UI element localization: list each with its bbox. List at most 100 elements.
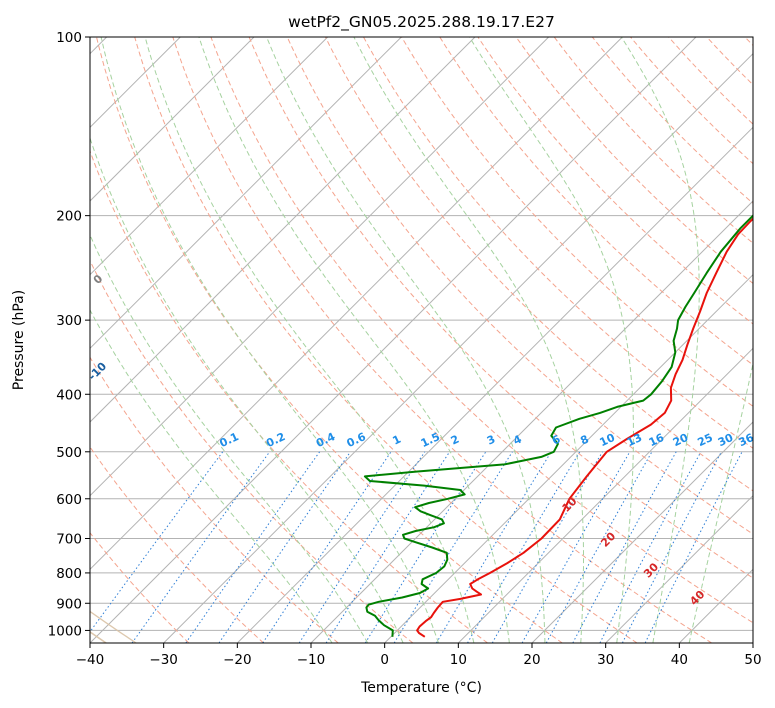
mixing-ratio-line <box>218 451 351 643</box>
x-tick-label: 30 <box>597 652 614 668</box>
isotherm-line <box>90 37 623 571</box>
mixing-ratio-line <box>491 451 603 643</box>
mixing-ratio-label: 20 <box>671 431 691 449</box>
plot-frame <box>89 36 754 644</box>
moist-adiabat <box>90 308 333 643</box>
x-tick-label: 10 <box>450 652 467 668</box>
mixing-ratio-line <box>435 451 552 643</box>
moist-adiabat <box>468 37 634 643</box>
isotherm-line <box>678 568 753 643</box>
mixing-ratio-label: 6 <box>550 432 563 447</box>
mixing-ratio-label: 36 <box>737 431 757 449</box>
x-tick-label: 20 <box>523 652 540 668</box>
moist-adiabat <box>90 233 369 643</box>
moist-adiabat <box>688 361 753 643</box>
mixing-ratio-line <box>545 451 653 643</box>
moist-adiabat <box>266 37 546 643</box>
mixing-ratio-label: 16 <box>647 431 667 449</box>
isotherm-line <box>605 494 753 643</box>
isotherm-line <box>384 273 753 643</box>
mixing-ratio-line <box>90 451 224 633</box>
mixing-ratio-line <box>521 451 631 643</box>
moist-adiabat <box>144 37 475 643</box>
mixing-ratio-line <box>393 451 513 643</box>
x-axis-label: Temperature (°C) <box>360 680 482 696</box>
mixing-ratio-line <box>572 451 677 643</box>
y-tick-label: 1000 <box>48 623 82 639</box>
x-tick-label: −20 <box>223 652 252 668</box>
isotherm-line <box>752 642 753 643</box>
mixing-ratio-line <box>599 451 702 643</box>
dry-adiabat <box>668 37 753 125</box>
x-tick-label: 0 <box>380 652 389 668</box>
mixing-ratio-label: 8 <box>578 433 590 448</box>
y-tick-label: 200 <box>56 209 82 225</box>
mixing-ratio-label: 4 <box>511 432 524 447</box>
dry-adiabat <box>172 37 712 643</box>
dry-adiabat <box>90 259 414 643</box>
isotherm-line <box>90 37 329 276</box>
y-axis-label: Pressure (hPa) <box>11 290 27 390</box>
mixing-ratio-line <box>185 451 321 643</box>
dry-adiabat <box>248 37 753 579</box>
isotherm-line <box>310 200 753 643</box>
dry-adiabat <box>744 37 753 47</box>
dry-adiabat <box>401 37 753 407</box>
moist-adiabat-label: 30 <box>641 560 661 580</box>
dry-adiabat <box>90 149 488 643</box>
dry-adiabat <box>210 37 753 624</box>
dry-adiabat <box>90 531 190 643</box>
y-tick-label: 300 <box>56 313 82 329</box>
moist-adiabat <box>100 37 439 643</box>
isotherm-line <box>90 37 255 202</box>
mixing-ratio-label: 3 <box>485 433 497 448</box>
moist-adiabat <box>353 37 584 643</box>
moist-adiabat <box>90 136 404 643</box>
x-tick-label: 40 <box>671 652 688 668</box>
isotherm-line <box>90 37 476 423</box>
isotherm-line <box>90 37 402 350</box>
dry-adiabat <box>134 37 638 643</box>
x-tick-label: −40 <box>76 652 105 668</box>
mixing-ratio-label: 0.2 <box>264 430 287 450</box>
dry-adiabat <box>439 37 753 366</box>
moist-adiabat <box>198 37 510 643</box>
y-tick-label: 600 <box>56 492 82 508</box>
mixing-ratio-label: 0.6 <box>345 430 368 450</box>
dry-adiabat <box>553 37 753 244</box>
mixing-ratio-label: 10 <box>598 431 618 449</box>
y-tick-label: 900 <box>56 596 82 612</box>
dry-adiabat <box>90 356 339 643</box>
mixing-ratio-line <box>131 451 271 643</box>
moist-adiabat <box>620 37 700 643</box>
dry-adiabat <box>591 37 753 204</box>
mixing-ratio-label: 2 <box>449 433 461 448</box>
x-tick-label: 50 <box>744 652 761 668</box>
dry-adiabat <box>90 446 264 643</box>
y-tick-label: 500 <box>56 445 82 461</box>
temperature-profile-line <box>416 217 753 638</box>
mixing-ratio-label: 13 <box>625 431 644 449</box>
mixing-ratio-label: 30 <box>716 431 736 449</box>
isotherm-line <box>236 126 753 643</box>
dry-adiabat-label: 0 <box>91 272 106 287</box>
mixing-ratio-line <box>467 451 581 643</box>
mixing-ratio-line <box>325 451 451 643</box>
mixing-ratio-line <box>364 451 487 643</box>
isotherm-line <box>90 37 550 497</box>
dry-adiabat <box>515 37 753 285</box>
mixing-ratio-label: 25 <box>695 431 714 449</box>
mixing-ratio-line <box>621 451 722 643</box>
mixing-ratio-label: 0.1 <box>218 430 241 450</box>
y-tick-label: 100 <box>56 30 82 46</box>
dry-adiabat <box>706 37 753 86</box>
dry-adiabat <box>324 37 753 492</box>
isotherm-line <box>457 347 753 643</box>
y-tick-label: 700 <box>56 532 82 548</box>
dry-adiabat <box>363 37 753 449</box>
isotherm-line <box>531 421 753 643</box>
isotherm-line <box>163 52 753 643</box>
dry-adiabat <box>477 37 753 325</box>
x-tick-label: −10 <box>297 652 326 668</box>
